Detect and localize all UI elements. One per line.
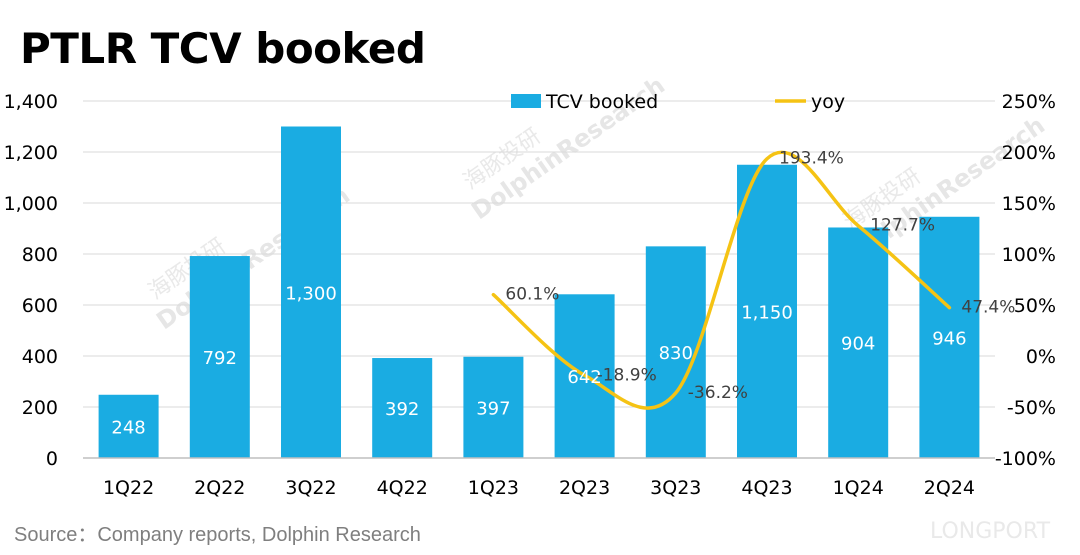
x-tick-label: 3Q22 (285, 477, 336, 499)
x-tick-label: 1Q24 (833, 477, 884, 499)
bar-data-label: 904 (841, 334, 875, 355)
y-right-tick-label: -50% (1007, 397, 1056, 419)
y-right-tick-label: 100% (1002, 244, 1056, 266)
x-tick-label: 2Q24 (924, 477, 975, 499)
yoy-data-label: 193.4% (779, 149, 844, 169)
x-tick-label: 3Q23 (650, 477, 701, 499)
y-right-tick-label: 250% (1002, 91, 1056, 113)
y-left-tick-label: 1,000 (4, 193, 58, 215)
legend-label: yoy (811, 91, 845, 113)
x-tick-label: 2Q23 (559, 477, 610, 499)
legend: TCV booked yoy (511, 91, 845, 113)
bar-data-label: 1,300 (285, 283, 337, 304)
bar-data-label: 1,150 (741, 302, 793, 323)
x-tick-label: 1Q22 (103, 477, 154, 499)
bar-data-label: 248 (111, 417, 145, 438)
bar-data-label: 392 (385, 399, 419, 420)
source-note: Source：Company reports, Dolphin Research (14, 524, 421, 546)
bar (737, 164, 797, 458)
legend-label: TCV booked (545, 91, 658, 113)
legend-swatch-bar (511, 94, 541, 108)
y-right-tick-label: 0% (1026, 346, 1056, 368)
bar-data-label: 830 (659, 343, 693, 364)
x-tick-label: 2Q22 (194, 477, 245, 499)
bar (98, 394, 159, 458)
bar (281, 126, 341, 458)
x-tick-label: 4Q23 (741, 477, 792, 499)
bar (463, 356, 524, 458)
bar (919, 216, 980, 458)
y-left-tick-label: 200 (22, 397, 58, 419)
x-tick-label: 4Q22 (377, 477, 428, 499)
bar (189, 256, 250, 458)
bar (828, 227, 889, 458)
axes: 0 200 400 600 800 1,000 1,200 1,400 -100% -50% 0% 5… (4, 91, 1056, 499)
yoy-data-label: -18.9% (597, 365, 657, 385)
bar-data-label: 397 (476, 398, 510, 419)
y-right-tick-label: 50% (1014, 295, 1056, 317)
y-right-tick-label: 150% (1002, 193, 1056, 215)
watermark-text: LONGPORT (930, 519, 1051, 544)
y-left-tick-label: 1,200 (4, 142, 58, 164)
data-labels: 248 792 1,300 392 397 642 830 1,150 904 946 60.1% -… (111, 149, 1015, 439)
yoy-data-label: 127.7% (870, 216, 935, 236)
bar (372, 358, 433, 458)
y-left-tick-label: 800 (22, 244, 58, 266)
y-left-tick-label: 1,400 (4, 91, 58, 113)
yoy-data-label: 60.1% (505, 285, 559, 305)
yoy-line (491, 150, 952, 410)
page-title: PTLR TCV booked (20, 24, 426, 73)
bar-series (98, 126, 980, 458)
x-tick-label: 1Q23 (468, 477, 519, 499)
bar-data-label: 792 (203, 348, 237, 369)
y-right-tick-label: -100% (995, 448, 1056, 470)
y-left-tick-label: 400 (22, 346, 58, 368)
yoy-data-label: 47.4% (961, 298, 1015, 318)
y-right-tick-label: 200% (1002, 142, 1056, 164)
y-left-tick-label: 0 (46, 448, 58, 470)
y-left-tick-label: 600 (22, 295, 58, 317)
bar-data-label: 946 (932, 328, 966, 349)
bar-data-label: 642 (567, 367, 601, 388)
yoy-line-series (491, 150, 952, 410)
yoy-data-label: -36.2% (688, 383, 748, 403)
